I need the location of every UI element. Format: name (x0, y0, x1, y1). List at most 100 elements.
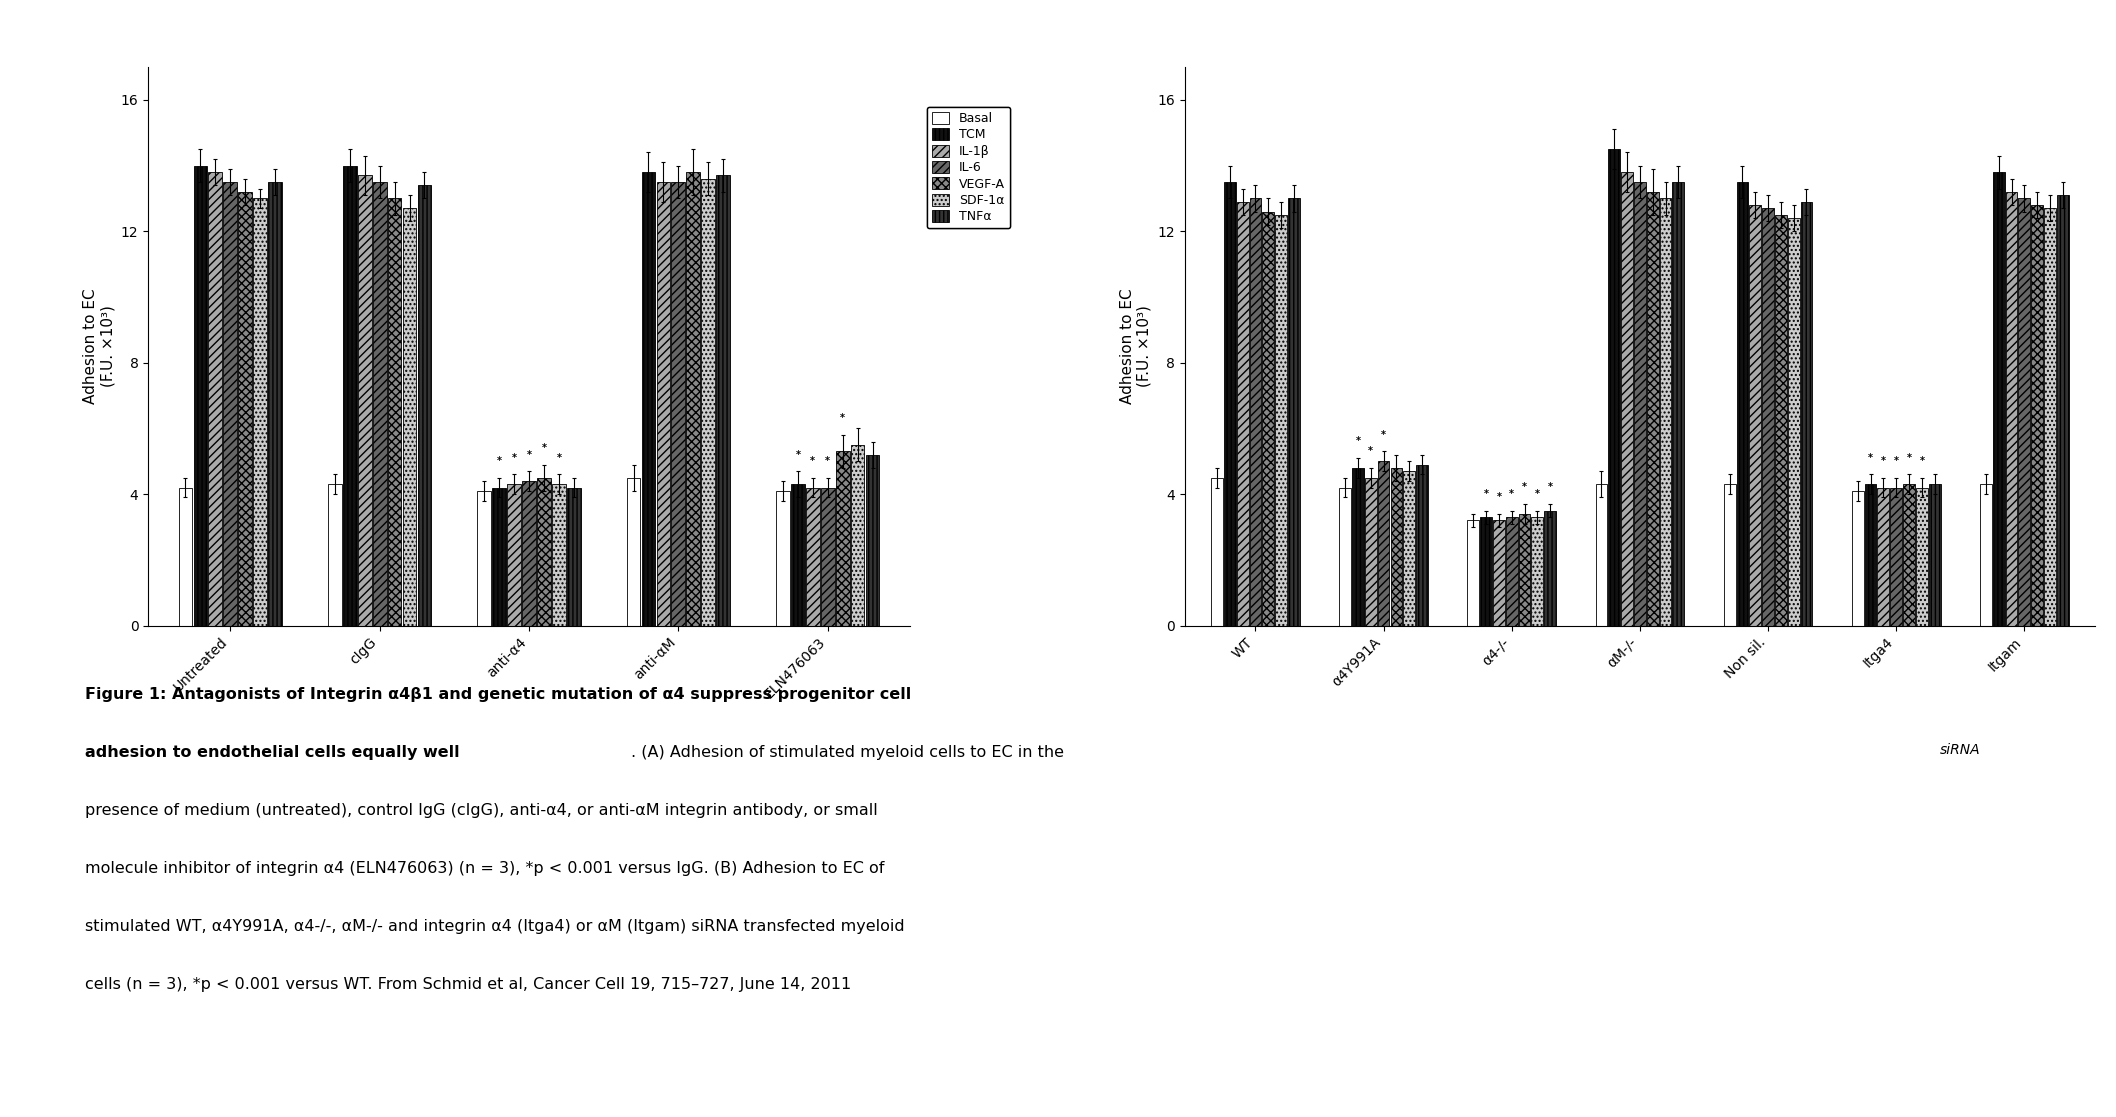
Bar (1276, 214, 1287, 626)
Bar (537, 478, 550, 626)
Bar (1403, 471, 1416, 626)
Bar (1289, 199, 1299, 626)
Bar (1634, 182, 1646, 626)
Text: *: * (1894, 456, 1898, 466)
Bar (552, 485, 565, 626)
Text: cells (n = 3), *p < 0.001 versus WT. From Schmid et al, Cancer Cell 19, 715–727,: cells (n = 3), *p < 0.001 versus WT. Fro… (85, 977, 851, 992)
Bar (2031, 206, 2044, 626)
Bar (1750, 206, 1761, 626)
Bar (1763, 208, 1773, 626)
Text: *: * (512, 452, 516, 462)
Bar (387, 199, 402, 626)
Text: *: * (1369, 447, 1373, 457)
Bar (239, 192, 252, 626)
Text: *: * (527, 450, 531, 459)
Text: *: * (1509, 489, 1515, 499)
Bar (777, 490, 789, 626)
Bar (1659, 199, 1672, 626)
Bar (1725, 485, 1735, 626)
Bar (1251, 199, 1261, 626)
Bar (1416, 465, 1428, 626)
Text: *: * (542, 443, 546, 454)
Bar (178, 487, 193, 626)
Bar (1915, 487, 1928, 626)
Bar (1263, 211, 1274, 626)
Bar (1507, 517, 1517, 626)
Text: stimulated WT, α4Y991A, α4-/-, αM-/- and integrin α4 (Itga4) or αM (Itgam) siRNA: stimulated WT, α4Y991A, α4-/-, αM-/- and… (85, 919, 904, 934)
Bar (806, 487, 819, 626)
Bar (372, 182, 387, 626)
Text: *: * (497, 456, 501, 466)
Y-axis label: Adhesion to EC
(F.U. ×10³): Adhesion to EC (F.U. ×10³) (83, 288, 114, 404)
Bar (1223, 182, 1236, 626)
Bar (1646, 192, 1659, 626)
Bar (1532, 517, 1543, 626)
Text: *: * (1534, 489, 1540, 499)
Bar (1864, 485, 1877, 626)
Bar (1494, 521, 1504, 626)
Bar (1993, 172, 2004, 626)
Bar (508, 485, 521, 626)
Bar (1801, 202, 1813, 626)
Bar (700, 179, 715, 626)
Bar (1339, 487, 1350, 626)
Bar (656, 182, 671, 626)
Text: Figure 1: Antagonists of Integrin α4β1 and genetic mutation of α4 suppress proge: Figure 1: Antagonists of Integrin α4β1 a… (85, 687, 910, 701)
Bar (1621, 172, 1634, 626)
Bar (493, 487, 506, 626)
Bar (1775, 214, 1786, 626)
Bar (1352, 468, 1365, 626)
Bar (1378, 461, 1390, 626)
Text: *: * (1547, 483, 1553, 493)
Bar (836, 451, 849, 626)
Bar (193, 165, 207, 626)
Bar (1890, 487, 1902, 626)
Bar (626, 478, 641, 626)
Bar (1930, 485, 1940, 626)
Bar (209, 172, 222, 626)
Bar (328, 485, 341, 626)
Bar (358, 175, 372, 626)
Bar (1877, 487, 1890, 626)
Bar (641, 172, 656, 626)
Bar (1608, 150, 1621, 626)
Bar (2006, 192, 2017, 626)
Bar (343, 165, 358, 626)
Text: . (A) Adhesion of stimulated myeloid cells to EC in the: . (A) Adhesion of stimulated myeloid cel… (631, 745, 1064, 760)
Bar (1981, 485, 1991, 626)
Bar (402, 208, 417, 626)
Bar (1236, 202, 1248, 626)
Bar (269, 182, 281, 626)
Bar (1852, 490, 1864, 626)
Bar (224, 182, 237, 626)
Text: *: * (1907, 452, 1911, 462)
Text: *: * (796, 450, 800, 459)
Bar (417, 185, 432, 626)
Bar (717, 175, 730, 626)
Bar (851, 445, 865, 626)
Text: *: * (1868, 452, 1873, 462)
Text: *: * (1356, 437, 1361, 447)
Bar (791, 485, 804, 626)
Text: *: * (840, 413, 844, 423)
Legend: Basal, TCM, IL-1β, IL-6, VEGF-A, SDF-1α, TNFα: Basal, TCM, IL-1β, IL-6, VEGF-A, SDF-1α,… (927, 107, 1009, 228)
Bar (1519, 514, 1530, 626)
Bar (254, 199, 267, 626)
Bar (1737, 182, 1748, 626)
Text: molecule inhibitor of integrin α4 (ELN476063) (n = 3), *p < 0.001 versus IgG. (B: molecule inhibitor of integrin α4 (ELN47… (85, 861, 884, 876)
Text: *: * (1919, 456, 1923, 466)
Text: *: * (1496, 493, 1502, 503)
Bar (1672, 182, 1684, 626)
Bar (1390, 468, 1403, 626)
Bar (671, 182, 686, 626)
Bar (1595, 485, 1608, 626)
Bar (1788, 218, 1799, 626)
Bar (686, 172, 700, 626)
Bar (523, 481, 535, 626)
Text: *: * (557, 452, 561, 462)
Text: *: * (810, 456, 815, 466)
Bar (821, 487, 834, 626)
Bar (2057, 195, 2069, 626)
Text: *: * (1382, 430, 1386, 440)
Bar (1481, 517, 1492, 626)
